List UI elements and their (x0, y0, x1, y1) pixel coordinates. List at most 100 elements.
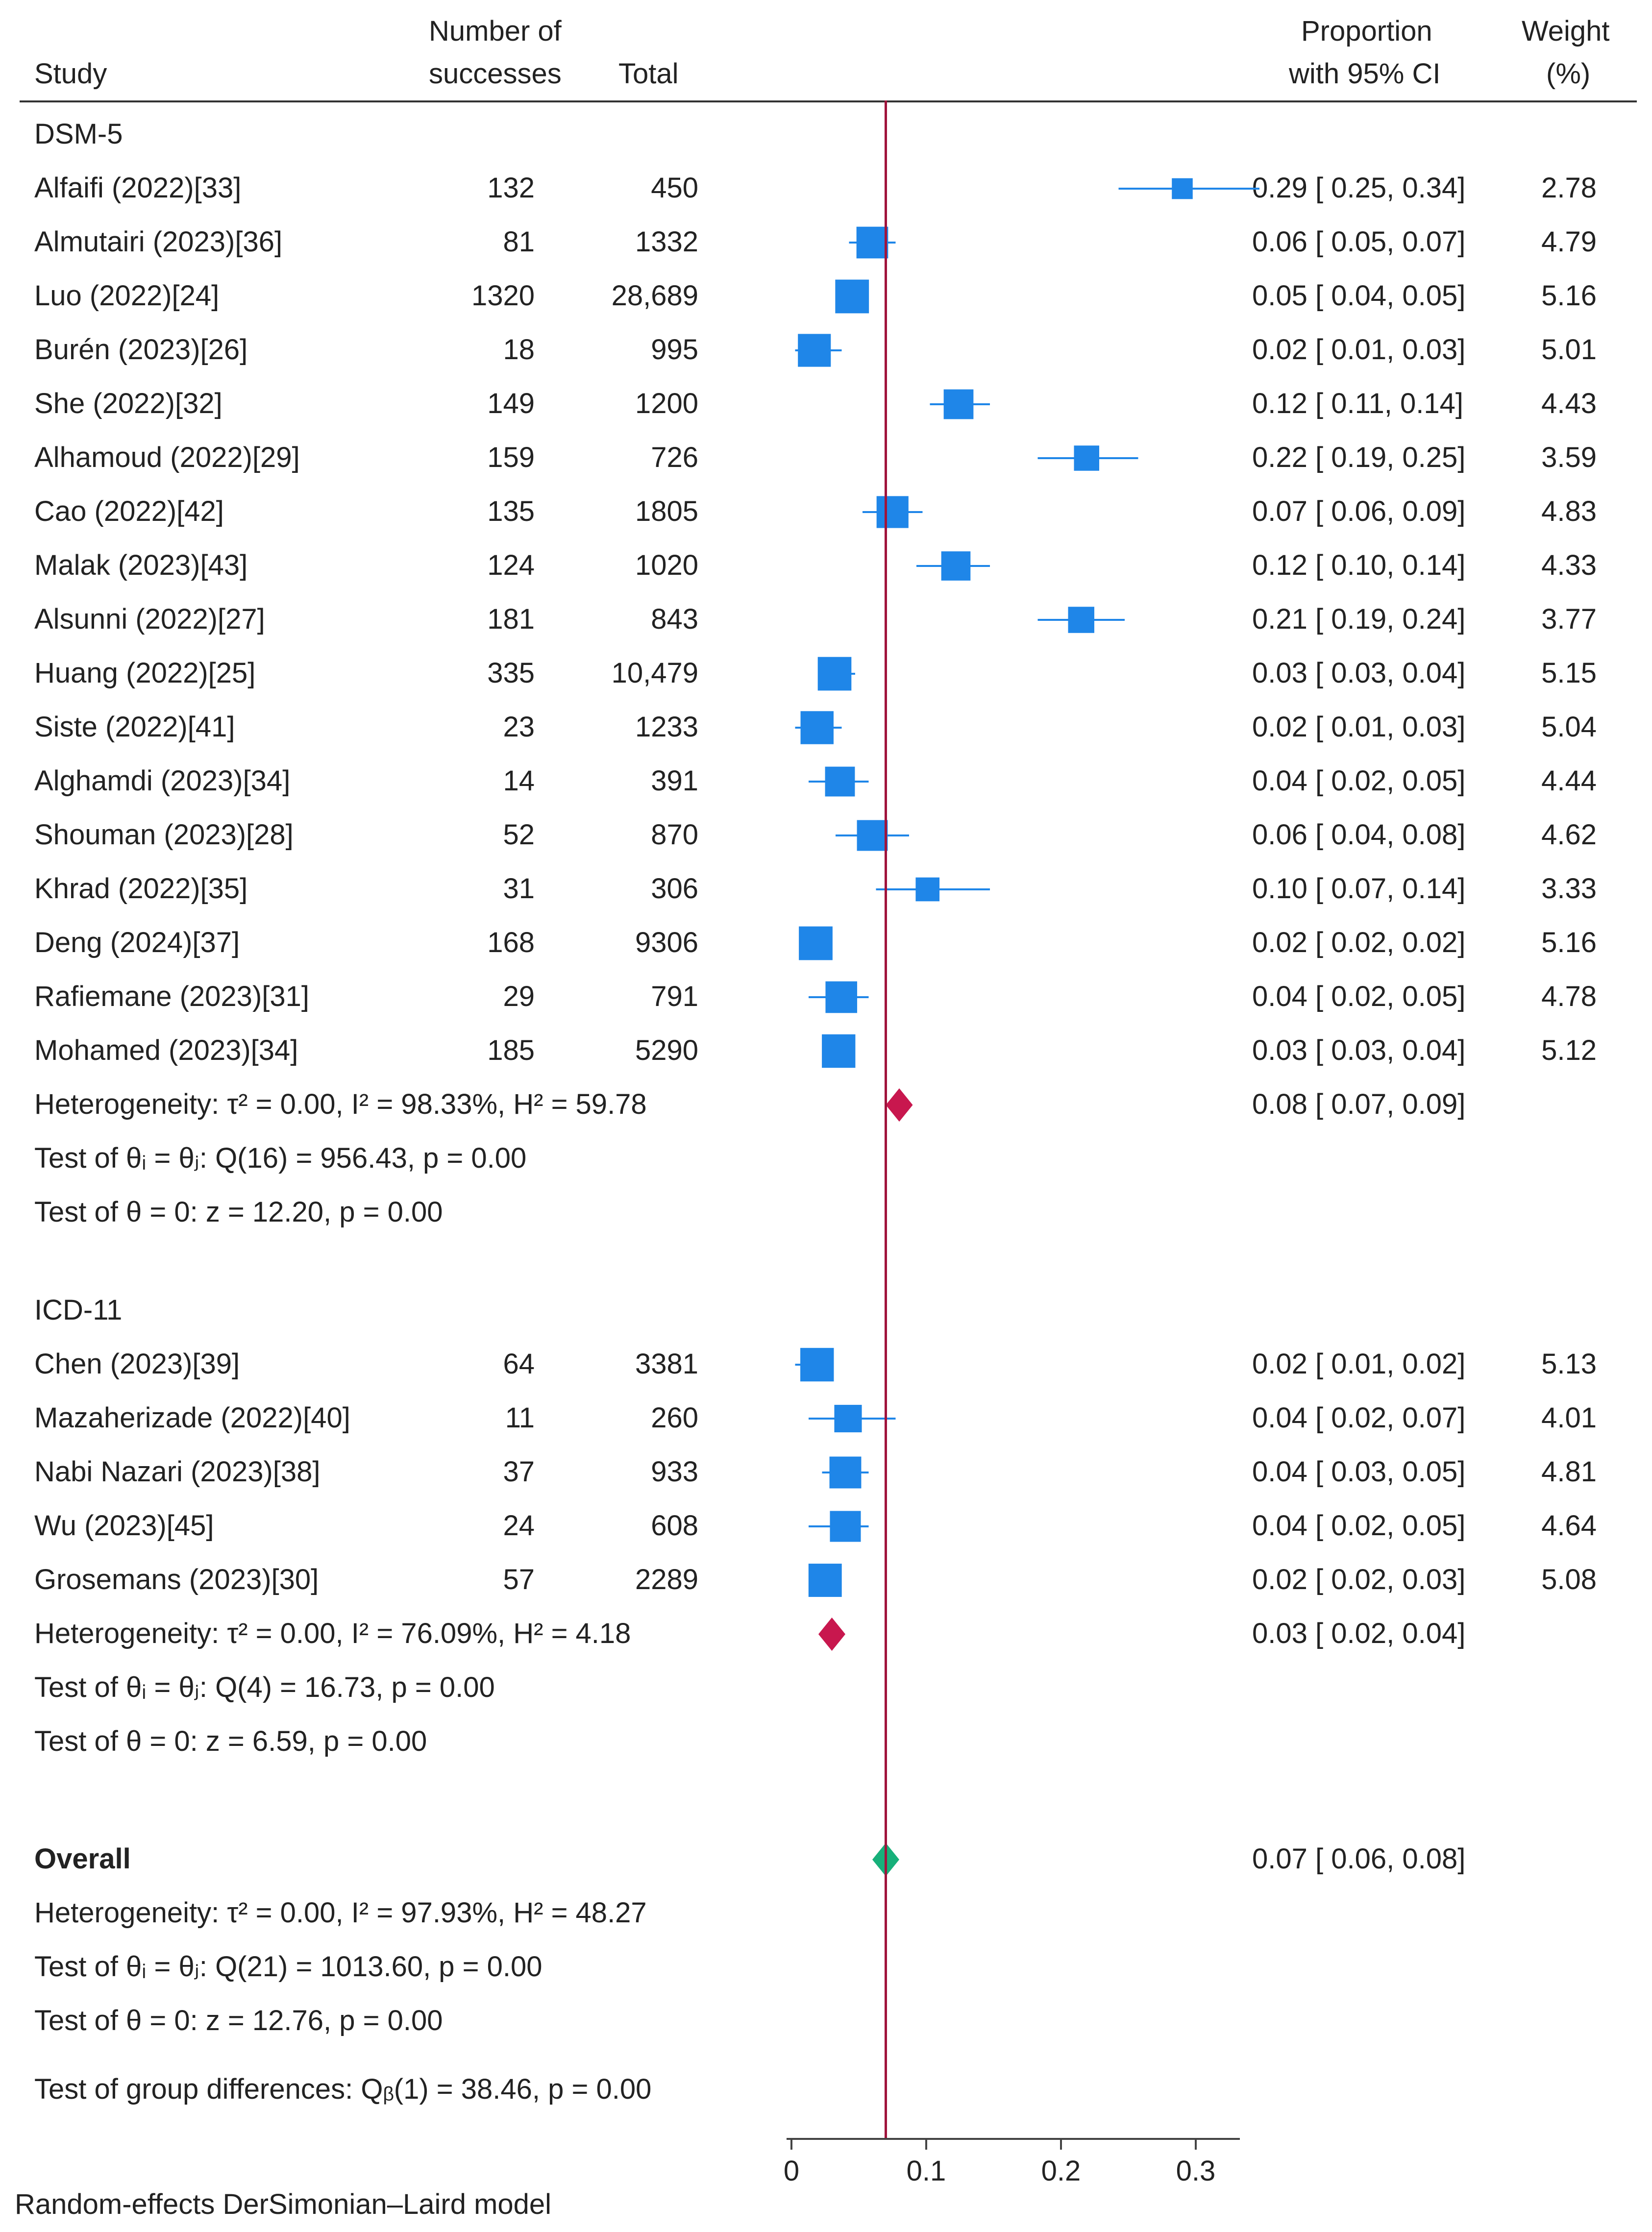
study-total: 608 (651, 1510, 698, 1542)
study-square (830, 1511, 861, 1542)
header-total: Total (618, 58, 679, 90)
group-heterogeneity: Heterogeneity: τ² = 0.00, I² = 98.33%, H… (34, 1088, 647, 1120)
header-weight-line2: (%) (1546, 58, 1591, 90)
study-square (1074, 445, 1099, 471)
study-weight: 4.33 (1541, 549, 1597, 581)
study-ci-text: 0.21 [ 0.19, 0.24] (1252, 603, 1466, 635)
study-ci-text: 0.02 [ 0.01, 0.03] (1252, 711, 1466, 743)
study-successes: 132 (487, 172, 535, 204)
study-successes: 185 (487, 1034, 535, 1066)
study-successes: 1320 (471, 280, 535, 312)
study-ci-text: 0.12 [ 0.10, 0.14] (1252, 549, 1466, 581)
study-name: Khrad (2022)[35] (34, 873, 248, 905)
study-name: Luo (2022)[24] (34, 280, 220, 312)
overall-q-test: Test of θᵢ = θⱼ: Q(21) = 1013.60, p = 0.… (34, 1951, 542, 1983)
header-rule (20, 100, 1637, 102)
group-pooled-ci: 0.03 [ 0.02, 0.04] (1252, 1618, 1466, 1649)
study-weight: 4.43 (1541, 388, 1597, 419)
study-successes: 18 (503, 334, 535, 366)
study-name: Almutairi (2023)[36] (34, 226, 283, 258)
study-ci-text: 0.07 [ 0.06, 0.09] (1252, 495, 1466, 527)
study-ci-text: 0.04 [ 0.02, 0.05] (1252, 765, 1466, 797)
study-square (943, 389, 974, 419)
study-total: 2289 (635, 1564, 698, 1595)
study-total: 1805 (635, 495, 698, 527)
study-weight: 4.01 (1541, 1402, 1597, 1434)
study-name: She (2022)[32] (34, 388, 222, 419)
study-total: 450 (651, 172, 698, 204)
study-name: Shouman (2023)[28] (34, 819, 294, 851)
header-successes-line1: Number of (429, 15, 562, 47)
study-square (876, 496, 909, 528)
study-square (856, 226, 888, 259)
study-successes: 135 (487, 495, 535, 527)
study-square (941, 551, 971, 581)
study-total: 10,479 (611, 657, 698, 689)
study-weight: 4.83 (1541, 495, 1597, 527)
study-weight: 4.81 (1541, 1456, 1597, 1488)
study-name: Siste (2022)[41] (34, 711, 235, 743)
study-total: 1200 (635, 388, 698, 419)
study-total: 791 (651, 981, 698, 1012)
group-label: DSM-5 (34, 118, 123, 150)
group-heterogeneity: Heterogeneity: τ² = 0.00, I² = 76.09%, H… (34, 1618, 631, 1649)
study-total: 391 (651, 765, 698, 797)
study-square (817, 657, 852, 691)
overall-z-test: Test of θ = 0: z = 12.76, p = 0.00 (34, 2005, 443, 2036)
study-weight: 3.59 (1541, 441, 1597, 473)
study-name: Rafiemane (2023)[31] (34, 981, 309, 1012)
study-weight: 4.44 (1541, 765, 1597, 797)
study-weight: 5.16 (1541, 280, 1597, 312)
study-name: Mohamed (2023)[34] (34, 1034, 298, 1066)
study-ci-text: 0.02 [ 0.02, 0.02] (1252, 927, 1466, 958)
study-weight: 5.13 (1541, 1348, 1597, 1380)
study-successes: 29 (503, 981, 535, 1012)
study-total: 1233 (635, 711, 698, 743)
study-ci-text: 0.02 [ 0.01, 0.02] (1252, 1348, 1466, 1380)
study-total: 1020 (635, 549, 698, 581)
study-ci-text: 0.02 [ 0.02, 0.03] (1252, 1564, 1466, 1595)
study-ci-text: 0.29 [ 0.25, 0.34] (1252, 172, 1466, 204)
study-square (800, 711, 834, 744)
study-successes: 37 (503, 1456, 535, 1488)
study-square (822, 1034, 856, 1068)
study-name: Grosemans (2023)[30] (34, 1564, 319, 1595)
study-successes: 168 (487, 927, 535, 958)
study-successes: 181 (487, 603, 535, 635)
study-ci-text: 0.04 [ 0.02, 0.05] (1252, 1510, 1466, 1542)
x-tick-label: 0.3 (1176, 2155, 1216, 2187)
study-square (835, 279, 869, 314)
study-square (825, 981, 858, 1013)
group-z-test: Test of θ = 0: z = 12.20, p = 0.00 (34, 1196, 443, 1228)
x-tick-label: 0.1 (907, 2155, 946, 2187)
study-weight: 5.04 (1541, 711, 1597, 743)
study-successes: 149 (487, 388, 535, 419)
study-weight: 4.62 (1541, 819, 1597, 851)
study-successes: 81 (503, 226, 535, 258)
study-square (829, 1456, 862, 1489)
study-square (798, 334, 831, 367)
group-q-test: Test of θᵢ = θⱼ: Q(16) = 956.43, p = 0.0… (34, 1142, 527, 1174)
study-name: Cao (2022)[42] (34, 495, 224, 527)
study-name: Alhamoud (2022)[29] (34, 441, 300, 473)
study-total: 3381 (635, 1348, 698, 1380)
header-successes-line2: successes (429, 58, 562, 90)
study-successes: 14 (503, 765, 535, 797)
study-successes: 124 (487, 549, 535, 581)
study-weight: 5.12 (1541, 1034, 1597, 1066)
study-ci-text: 0.06 [ 0.04, 0.08] (1252, 819, 1466, 851)
study-square (1172, 178, 1193, 199)
study-ci-text: 0.04 [ 0.02, 0.07] (1252, 1402, 1466, 1434)
model-footnote: Random-effects DerSimonian–Laird model (15, 2188, 552, 2220)
study-ci-text: 0.02 [ 0.01, 0.03] (1252, 334, 1466, 366)
study-name: Huang (2022)[25] (34, 657, 256, 689)
study-successes: 31 (503, 873, 535, 905)
study-ci-text: 0.04 [ 0.02, 0.05] (1252, 981, 1466, 1012)
group-pooled-ci: 0.08 [ 0.07, 0.09] (1252, 1088, 1466, 1120)
study-ci-text: 0.03 [ 0.03, 0.04] (1252, 1034, 1466, 1066)
study-total: 28,689 (611, 280, 698, 312)
header-proportion-line2: with 95% CI (1289, 58, 1441, 90)
overall-ci: 0.07 [ 0.06, 0.08] (1252, 1843, 1466, 1875)
study-weight: 5.16 (1541, 927, 1597, 958)
study-ci-text: 0.05 [ 0.04, 0.05] (1252, 280, 1466, 312)
